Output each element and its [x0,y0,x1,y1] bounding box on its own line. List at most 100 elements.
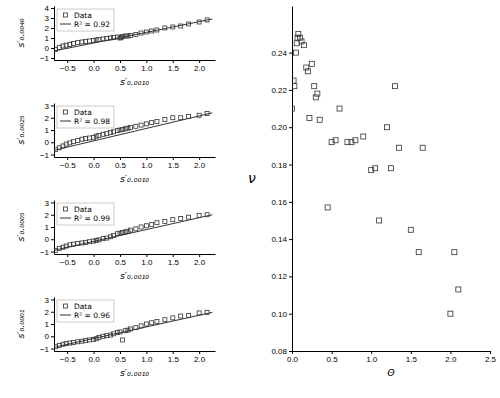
point [309,61,314,66]
legend-frame [57,9,114,31]
point [361,134,366,139]
y-tick-label: −1 [40,345,50,354]
legend-label: R² = 0.92 [74,20,110,29]
point [392,84,397,89]
y-axis-line [54,104,55,158]
legend: DataR² = 0.99 [57,203,114,225]
y-tick: 1 [45,34,54,43]
y-tick-label: 2 [45,24,50,33]
legend-frame [57,203,114,225]
x-tick-label: −0.5 [60,355,76,364]
x-tick-label: 0.0 [287,355,299,364]
y-axis-title: s′₀.₀₀₀₅ [15,212,26,241]
y-tick-label: 0.18 [271,161,287,170]
y-tick-mark [51,58,54,59]
point [297,35,302,40]
x-tick-mark [67,157,68,160]
y-axis-line [54,7,55,61]
point [134,124,138,128]
x-tick: 1.5 [168,157,180,170]
x-tick: 1.0 [141,254,153,267]
y-axis: −101234 [40,4,55,63]
x-tick: −0.5 [60,60,76,73]
x-tick-label: 2.0 [194,355,206,364]
x-tick-mark [67,351,68,354]
point [171,316,175,320]
y-tick-label: 1 [45,126,50,135]
y-tick: 0.22 [271,86,292,95]
point [155,320,159,324]
y-tick: 0.18 [271,161,292,170]
y-tick: 0.08 [271,347,292,356]
point [353,138,358,143]
plot-area [292,31,461,316]
x-tick-label: 1.0 [141,258,153,267]
y-tick-label: 0 [45,332,50,341]
legend-label: R² = 0.96 [74,311,110,320]
y-tick-mark [51,8,54,9]
plot-area [54,111,212,151]
point [163,318,167,322]
x-tick-label: 2.0 [194,64,206,73]
y-axis-title: s′₀.₀₀₀₁ [15,309,26,338]
y-tick-label: 0.22 [271,86,287,95]
x-axis: 0.00.51.01.52.02.5 [287,351,497,364]
point [144,322,148,326]
x-tick-mark [94,157,95,160]
y-tick-mark [51,324,54,325]
y-tick: 0 [45,138,54,147]
legend-item: R² = 0.98 [60,117,110,126]
x-tick: 0.5 [327,351,339,364]
x-tick-mark [411,351,412,354]
point [171,218,175,222]
point [139,123,143,127]
point [139,225,143,229]
legend: DataR² = 0.96 [57,300,114,322]
point [313,95,318,100]
x-tick: 0.0 [287,351,299,364]
x-tick: 1.5 [168,351,180,364]
y-tick-mark [289,127,292,128]
x-tick-label: 1.5 [168,258,180,267]
y-tick-mark [51,215,54,216]
point [155,119,159,123]
x-tick: 0.5 [115,60,127,73]
y-tick-mark [51,105,54,106]
y-tick-label: 1 [45,320,50,329]
point [304,65,309,70]
x-axis: −0.50.00.51.01.52.0 [55,60,216,73]
legend-item: R² = 0.96 [60,311,110,320]
y-tick-mark [51,227,54,228]
point [396,145,401,150]
y-axis: −10123 [40,199,55,257]
x-tick-label: −0.5 [60,161,76,170]
y-tick-mark [51,336,54,337]
point [163,219,167,223]
y-tick-label: 0 [45,44,50,53]
legend-swatch [60,121,71,122]
y-axis: −10123 [40,102,55,160]
point [325,205,330,210]
legend-item: Data [64,205,92,214]
x-axis-line [55,351,216,352]
x-tick: 0.0 [89,157,101,170]
y-tick: 3 [45,14,54,23]
point [305,69,310,74]
y-tick: 0 [45,44,54,53]
legend-label: R² = 0.99 [74,214,110,223]
y-tick: 3 [45,199,54,208]
point [97,134,101,138]
x-tick-mark [371,351,372,354]
x-tick-mark [199,351,200,354]
x-axis-line [55,254,216,255]
y-tick-label: 3 [45,102,50,111]
point [377,218,382,223]
x-tick-mark [67,60,68,63]
x-tick-label: 0.0 [89,64,101,73]
point [416,250,421,255]
y-axis: 0.080.100.120.140.160.180.200.220.24 [271,7,292,357]
point [155,221,159,225]
point [197,213,201,217]
legend-label: R² = 0.98 [74,117,110,126]
point [87,136,91,140]
